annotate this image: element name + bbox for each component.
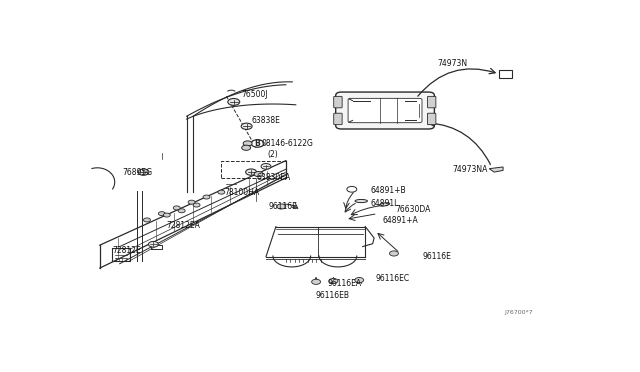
Text: 74973N: 74973N <box>437 59 467 68</box>
Text: 96116E: 96116E <box>269 202 298 211</box>
Circle shape <box>173 206 180 210</box>
Text: B: B <box>255 139 260 148</box>
Ellipse shape <box>355 199 367 203</box>
Circle shape <box>390 251 399 256</box>
Text: 96116EC: 96116EC <box>375 273 409 283</box>
Text: 76500J: 76500J <box>241 90 268 99</box>
Circle shape <box>193 203 200 207</box>
Circle shape <box>312 279 321 284</box>
Text: (2): (2) <box>268 150 278 160</box>
Circle shape <box>355 278 364 283</box>
Circle shape <box>246 169 257 175</box>
Circle shape <box>251 140 264 147</box>
Text: 74973NA: 74973NA <box>452 165 488 174</box>
Circle shape <box>228 99 240 105</box>
Text: J76700*7: J76700*7 <box>504 310 532 315</box>
Circle shape <box>188 200 195 204</box>
Circle shape <box>242 145 251 150</box>
FancyBboxPatch shape <box>348 98 422 123</box>
Text: 64891L: 64891L <box>370 199 399 208</box>
Text: 63830EA: 63830EA <box>256 173 291 182</box>
FancyBboxPatch shape <box>333 113 342 125</box>
FancyBboxPatch shape <box>428 113 436 125</box>
Text: 78100HA: 78100HA <box>224 187 259 197</box>
Text: 72812EA: 72812EA <box>167 221 201 230</box>
Circle shape <box>203 195 210 199</box>
Circle shape <box>163 213 170 217</box>
FancyBboxPatch shape <box>333 96 342 108</box>
Circle shape <box>277 204 286 209</box>
Circle shape <box>178 209 185 213</box>
Polygon shape <box>489 167 503 172</box>
Text: 96116EB: 96116EB <box>316 291 349 300</box>
Circle shape <box>138 169 149 175</box>
Ellipse shape <box>380 203 390 206</box>
Circle shape <box>243 141 252 146</box>
Text: 72812E: 72812E <box>112 246 141 255</box>
Text: 64891+B: 64891+B <box>370 186 406 195</box>
Circle shape <box>158 212 165 216</box>
Circle shape <box>218 190 225 194</box>
Text: 96116E: 96116E <box>422 252 451 261</box>
Circle shape <box>241 123 252 129</box>
Text: 76630DA: 76630DA <box>395 205 430 214</box>
Bar <box>499 70 511 78</box>
Circle shape <box>143 218 150 222</box>
Text: 96116EA: 96116EA <box>328 279 362 288</box>
Text: 63838E: 63838E <box>251 116 280 125</box>
Circle shape <box>261 164 271 169</box>
Text: 76895G: 76895G <box>122 168 152 177</box>
Circle shape <box>329 278 338 283</box>
Text: 08146-6122G: 08146-6122G <box>261 139 313 148</box>
Text: 64891+A: 64891+A <box>383 216 419 225</box>
FancyBboxPatch shape <box>336 92 435 129</box>
Circle shape <box>254 171 263 177</box>
Circle shape <box>148 241 158 247</box>
FancyBboxPatch shape <box>428 96 436 108</box>
